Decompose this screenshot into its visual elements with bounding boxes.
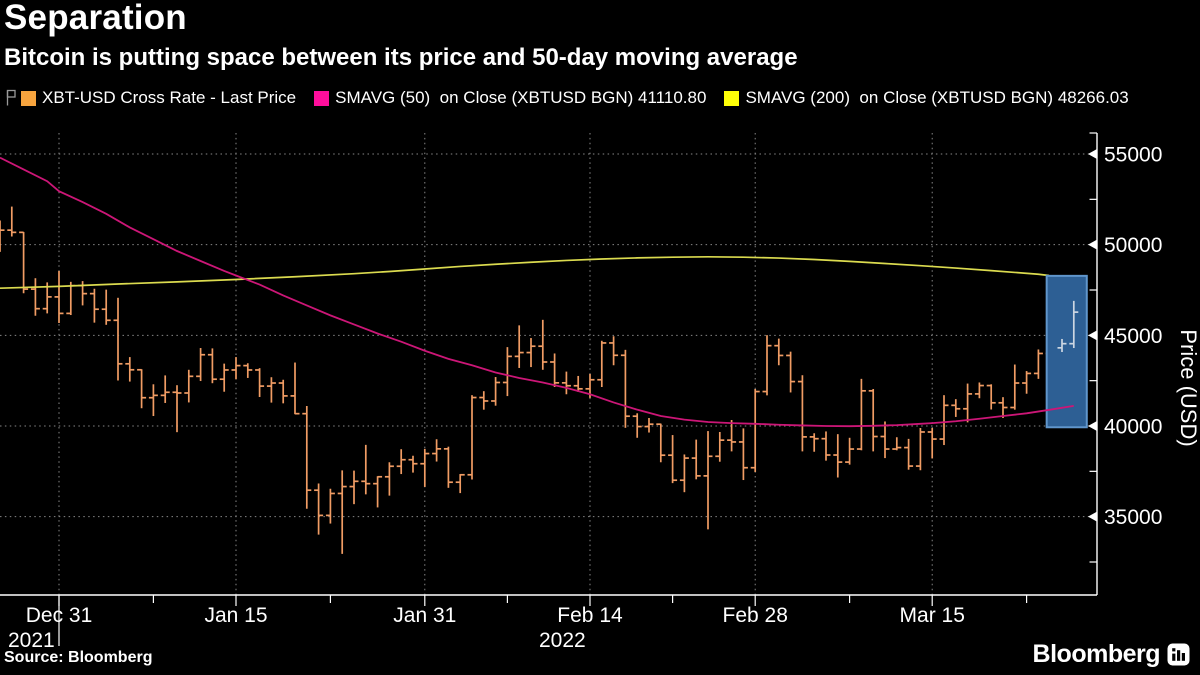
svg-text:Feb 14: Feb 14: [557, 604, 623, 627]
gridlines: [0, 133, 1097, 595]
svg-text:40000: 40000: [1104, 416, 1162, 439]
sma-200-line: [0, 255, 1050, 290]
sma-50-line: [0, 156, 1074, 428]
svg-text:Mar 15: Mar 15: [900, 604, 965, 627]
legend-label: XBT-USD Cross Rate - Last Price: [42, 88, 297, 107]
svg-text:50000: 50000: [1104, 234, 1162, 257]
svg-text:Jan 15: Jan 15: [204, 604, 267, 627]
highlight-box: [1045, 274, 1088, 429]
legend-swatch: [724, 90, 740, 106]
highlighted-bars: [1057, 300, 1079, 353]
svg-text:45000: 45000: [1104, 325, 1162, 348]
svg-text:Feb 28: Feb 28: [723, 604, 788, 627]
svg-text:Jan 31: Jan 31: [393, 604, 456, 627]
svg-text:2021: 2021: [8, 629, 55, 652]
svg-text:55000: 55000: [1104, 144, 1162, 167]
legend-swatch: [21, 90, 36, 106]
svg-text:Price (USD): Price (USD): [1176, 329, 1200, 446]
chart-subtitle: Bitcoin is putting space between its pri…: [4, 44, 798, 71]
price-bars: [0, 206, 1055, 554]
security-key-icon: [6, 89, 16, 106]
svg-text:35000: 35000: [1104, 506, 1162, 529]
legend-swatch: [314, 90, 330, 106]
bloomberg-chart-icon: [1167, 643, 1190, 666]
legend-label: SMAVG (200) on Close (XBTUSD BGN) 48266.…: [745, 88, 1129, 107]
legend-item-1: SMAVG (50) on Close (XBTUSD BGN) 41110.8…: [314, 88, 706, 108]
svg-text:Dec 31: Dec 31: [26, 604, 93, 627]
source-credit: Source: Bloomberg: [4, 649, 153, 666]
axes: [0, 132, 1098, 646]
legend: XBT-USD Cross Rate - Last Price SMAVG (50…: [5, 88, 1129, 108]
page-title: Separation: [4, 0, 187, 37]
bloomberg-logo: Bloomberg: [1033, 640, 1190, 669]
legend-label: SMAVG (50) on Close (XBTUSD BGN) 41110.8…: [335, 88, 707, 107]
bloomberg-wordmark: Bloomberg: [1032, 640, 1161, 668]
legend-item-2: SMAVG (200) on Close (XBTUSD BGN) 48266.…: [724, 88, 1129, 108]
legend-item-0: XBT-USD Cross Rate - Last Price: [5, 88, 296, 108]
svg-text:2022: 2022: [539, 629, 586, 652]
